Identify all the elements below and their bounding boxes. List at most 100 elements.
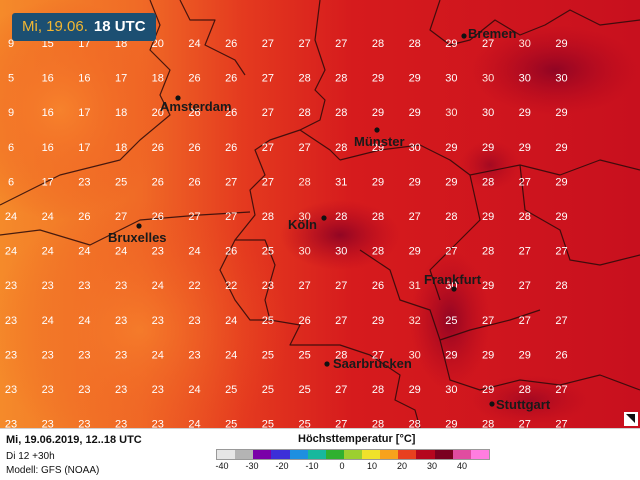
temperature-value: 25: [445, 315, 457, 327]
temperature-value: 27: [225, 176, 237, 188]
temperature-value: 27: [262, 142, 274, 154]
temperature-value: 18: [115, 38, 127, 50]
temperature-value: 6: [8, 176, 14, 188]
temperature-value: 27: [519, 280, 531, 292]
city-label-stuttgart: Stuttgart: [496, 397, 551, 412]
temperature-value: 25: [262, 384, 274, 396]
temperature-value: 28: [372, 419, 384, 428]
temperature-value: 28: [409, 419, 421, 428]
color-scale-segment: [235, 450, 254, 459]
temperature-value: 30: [482, 73, 494, 85]
temperature-value: 25: [115, 176, 127, 188]
color-scale-segment: [217, 450, 236, 459]
temperature-value: 25: [262, 349, 274, 361]
temperature-value: 27: [298, 142, 310, 154]
temperature-value: 29: [372, 107, 384, 119]
temperature-value: 27: [519, 315, 531, 327]
temperature-value: 29: [409, 176, 421, 188]
temperature-value: 29: [445, 419, 457, 428]
temperature-value: 27: [372, 349, 384, 361]
color-scale-tick: -20: [275, 461, 289, 471]
temperature-value: 29: [445, 349, 457, 361]
city-dot-koeln: [321, 215, 327, 221]
temperature-value: 27: [335, 280, 347, 292]
temperature-value: 16: [78, 73, 90, 85]
city-labels: Bremen Amsterdam Münster Bruxelles Köln …: [108, 26, 551, 412]
temperature-value: 25: [262, 419, 274, 428]
temperature-value: 17: [115, 73, 127, 85]
city-dot-stuttgart: [489, 401, 495, 407]
temperature-value: 26: [225, 73, 237, 85]
temperature-value: 26: [225, 246, 237, 258]
color-scale-bar: [216, 449, 490, 460]
temperature-value: 24: [188, 38, 200, 50]
border-north: [429, 0, 640, 46]
temperature-value: 30: [335, 246, 347, 258]
resize-corner-icon[interactable]: [624, 412, 638, 426]
temperature-value: 29: [555, 176, 567, 188]
temperature-value: 23: [152, 315, 164, 327]
temperature-value: 26: [152, 142, 164, 154]
temperature-value: 27: [262, 176, 274, 188]
temperature-value: 23: [42, 280, 54, 292]
temperature-value: 27: [262, 107, 274, 119]
temperature-value: 28: [372, 384, 384, 396]
temperature-value: 26: [152, 176, 164, 188]
border-state-4: [439, 339, 640, 391]
color-scale-tick: 40: [456, 461, 468, 471]
temperature-value: 29: [519, 107, 531, 119]
temperature-value: 6: [8, 142, 14, 154]
temperature-value: 28: [482, 419, 494, 428]
weather-map[interactable]: 9 15 17 18 20 24 26 27 27 27 28 28 29 27 30 29 5 16 16 17 18…: [0, 0, 640, 428]
city-label-bremen: Bremen: [468, 26, 516, 41]
temperature-value: 28: [335, 73, 347, 85]
temperature-value: 24: [188, 419, 200, 428]
temperature-value: 23: [152, 384, 164, 396]
temperature-value: 27: [555, 315, 567, 327]
color-scale-tick: -30: [245, 461, 259, 471]
color-scale-segment: [416, 450, 436, 459]
temperature-value: 27: [409, 211, 421, 223]
city-label-muenster: Münster: [354, 134, 405, 149]
temperature-value: 20: [152, 107, 164, 119]
temperature-value: 23: [188, 315, 200, 327]
temperature-value: 29: [482, 384, 494, 396]
temperature-value: 16: [42, 142, 54, 154]
temperature-value: 26: [225, 107, 237, 119]
temperature-value: 30: [519, 73, 531, 85]
temperature-value: 9: [8, 38, 14, 50]
borders: [0, 0, 640, 428]
temperature-map-svg: 9 15 17 18 20 24 26 27 27 27 28 28 29 27 30 295 16 16 17 18…: [0, 0, 640, 428]
color-scale-segment: [289, 450, 309, 459]
temperature-value: 18: [115, 107, 127, 119]
temperature-value: 27: [188, 211, 200, 223]
temperature-value: 27: [519, 246, 531, 258]
temperature-value: 32: [409, 315, 421, 327]
temperature-value: 23: [78, 349, 90, 361]
color-scale-tick: -40: [215, 461, 229, 471]
city-dot-saarbruecken: [324, 361, 330, 367]
border-belgium-netherlands: [0, 211, 251, 246]
temperature-value: 27: [335, 315, 347, 327]
temperature-value: 30: [409, 142, 421, 154]
temperature-value: 29: [519, 349, 531, 361]
city-dot-bruxelles: [136, 223, 142, 229]
border-state-2: [299, 129, 341, 161]
temperature-value: 25: [225, 419, 237, 428]
temperature-value: 29: [372, 176, 384, 188]
temperature-value: 27: [555, 419, 567, 428]
temperature-value: 27: [482, 38, 494, 50]
city-dot-muenster: [374, 127, 380, 133]
border-state-5: [519, 164, 640, 266]
temperature-value: 29: [482, 142, 494, 154]
temperature-value: 23: [5, 280, 17, 292]
temperature-value: 24: [5, 211, 17, 223]
cool-zone-sea: [0, 0, 170, 220]
temperature-value: 29: [519, 142, 531, 154]
temperature-value: 25: [298, 384, 310, 396]
temperature-value: 23: [5, 384, 17, 396]
temperature-value: 30: [445, 73, 457, 85]
temperature-value: 24: [152, 349, 164, 361]
temperature-value: 27: [225, 211, 237, 223]
temperature-value: 26: [188, 142, 200, 154]
